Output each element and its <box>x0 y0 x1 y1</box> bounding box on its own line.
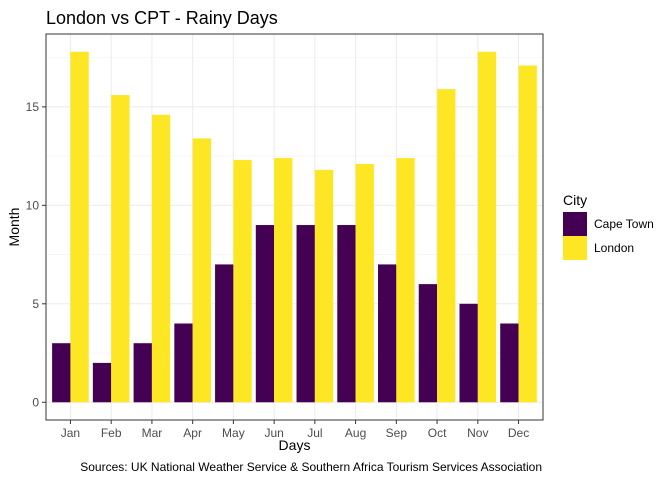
bar-cape-town-may <box>215 264 234 403</box>
x-tick-label: Jul <box>307 426 322 440</box>
bar-cape-town-feb <box>92 362 112 403</box>
x-axis-ticks: Jan Feb Mar Apr May Jun Jul Aug Sep Oct Nov Dec <box>61 420 529 440</box>
bar-cape-town-sep <box>378 264 397 403</box>
x-axis-title: Days <box>279 437 311 453</box>
legend-title: City <box>563 192 587 208</box>
bar-cape-town-jun <box>255 225 275 403</box>
legend-label-cape-town: Cape Town <box>594 217 654 231</box>
bar-london-sep <box>396 158 415 403</box>
bar-london-feb <box>111 95 130 403</box>
x-tick-label: Dec <box>508 426 529 440</box>
legend-key-london <box>563 236 587 260</box>
bars <box>52 51 537 403</box>
x-tick-label: Oct <box>428 426 447 440</box>
y-tick-label: 10 <box>26 198 40 212</box>
bar-london-dec <box>518 65 537 403</box>
bar-cape-town-apr <box>174 323 193 403</box>
bar-cape-town-oct <box>418 284 438 403</box>
chart-title: London vs CPT - Rainy Days <box>46 8 278 28</box>
bar-london-aug <box>355 163 374 403</box>
bar-london-oct <box>437 89 456 403</box>
bar-london-mar <box>151 114 171 403</box>
x-tick-label: Sep <box>386 426 408 440</box>
bar-cape-town-jan <box>52 343 71 403</box>
bar-cape-town-dec <box>500 323 519 403</box>
bar-london-nov <box>477 51 497 403</box>
panel-border <box>45 33 544 421</box>
bar-london-apr <box>192 138 211 403</box>
y-axis-title: Month <box>6 208 22 247</box>
legend-key-cape-town <box>563 212 587 236</box>
legend: City Cape Town London <box>563 192 654 260</box>
x-tick-label: Mar <box>142 426 163 440</box>
x-tick-label: May <box>222 426 245 440</box>
bar-london-jun <box>274 158 293 403</box>
bar-cape-town-aug <box>337 225 356 403</box>
x-tick-label: Nov <box>467 426 488 440</box>
source-caption: Sources: UK National Weather Service & S… <box>80 460 542 474</box>
x-tick-label: Jun <box>264 426 283 440</box>
y-axis-ticks: 0 5 10 15 <box>26 100 46 409</box>
y-tick-label: 0 <box>32 395 39 409</box>
bar-cape-town-jul <box>296 225 315 403</box>
x-tick-label: Apr <box>183 426 202 440</box>
bar-london-may <box>233 160 252 403</box>
x-tick-label: Feb <box>101 426 122 440</box>
y-tick-label: 5 <box>32 297 39 311</box>
y-tick-label: 15 <box>26 100 40 114</box>
bar-london-jul <box>314 169 334 403</box>
bar-cape-town-nov <box>459 303 478 403</box>
x-tick-label: Aug <box>345 426 366 440</box>
bar-cape-town-mar <box>133 343 152 403</box>
x-tick-label: Jan <box>61 426 80 440</box>
bar-london-jan <box>70 51 89 403</box>
legend-label-london: London <box>594 241 634 255</box>
